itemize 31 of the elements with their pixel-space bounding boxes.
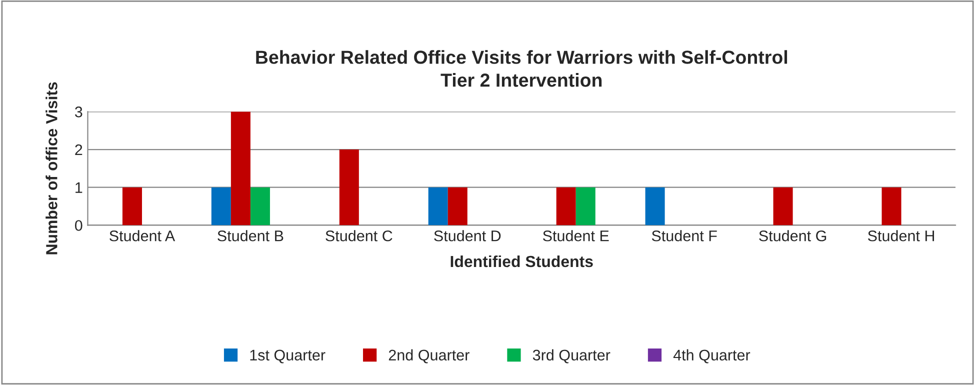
bar xyxy=(882,187,902,226)
bar xyxy=(448,187,468,226)
x-tick-label: Student C xyxy=(326,230,392,242)
legend-label: 3rd Quarter xyxy=(532,349,610,364)
y-tick-label: 0 xyxy=(74,220,82,231)
x-tick-label: Student B xyxy=(218,230,284,242)
y-tick-label: 3 xyxy=(74,106,82,118)
x-tick-label: Student D xyxy=(434,230,501,242)
y-axis-title: Number of office Visits xyxy=(46,82,58,254)
bar xyxy=(211,187,231,226)
y-tick-label: 1 xyxy=(76,182,82,193)
bar xyxy=(250,187,270,226)
bar xyxy=(645,187,665,226)
x-tick-label: Student A xyxy=(110,230,176,242)
bar xyxy=(556,187,576,226)
x-tick-label: Student G xyxy=(759,230,826,242)
bar xyxy=(773,187,793,226)
x-axis-title: Identified Students xyxy=(450,255,593,268)
y-tick-label: 2 xyxy=(75,144,82,156)
x-tick-label: Student H xyxy=(868,230,934,242)
chart-title: Behavior Related Office Visits for Warriors with Self-Control Tier 2 Intervention xyxy=(256,50,788,87)
legend-label: 1st Quarter xyxy=(250,350,326,364)
x-tick-label: Student F xyxy=(652,230,717,242)
bar xyxy=(576,187,596,226)
x-tick-label: Student E xyxy=(543,230,609,242)
bar xyxy=(122,187,142,226)
legend-label: 2nd Quarter xyxy=(388,349,470,364)
legend-label: 4th Quarter xyxy=(673,349,750,364)
bar xyxy=(339,150,359,226)
bar xyxy=(230,112,250,226)
bar xyxy=(428,187,448,226)
